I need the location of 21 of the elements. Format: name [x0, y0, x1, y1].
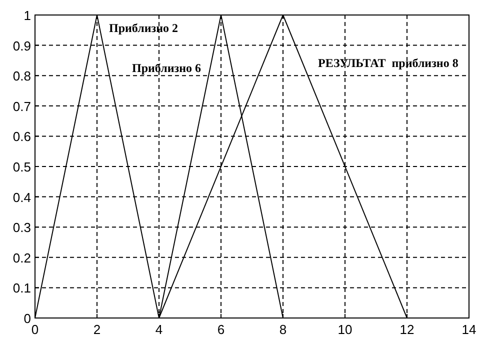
y-tick-label: 0.1 — [12, 280, 31, 296]
x-tick-label: 14 — [462, 322, 476, 337]
x-tick-label: 10 — [338, 322, 352, 337]
y-tick-label: 0.8 — [12, 68, 31, 84]
x-tick-label: 4 — [155, 322, 163, 337]
x-tick-label: 6 — [217, 322, 225, 337]
y-tick-label: 0.7 — [12, 98, 31, 114]
series-label: Приблизно 2 — [109, 21, 178, 35]
y-tick-label: 0.5 — [12, 160, 31, 174]
y-tick-label: 0.9 — [12, 38, 31, 54]
y-tick-label: 1 — [24, 8, 31, 23]
y-tick-label: 0.3 — [12, 220, 31, 236]
y-tick-label: 0.4 — [12, 190, 31, 205]
y-tick-label: 0 — [24, 311, 31, 326]
x-tick-label: 2 — [93, 322, 101, 337]
series-label: РЕЗУЛЬТАТ приблизно 8 — [318, 56, 458, 70]
series-label: Приблизно 6 — [132, 61, 201, 75]
y-tick-label: 0.6 — [12, 129, 31, 144]
y-tick-label: 0.2 — [12, 250, 31, 266]
x-tick-label: 8 — [279, 322, 287, 337]
x-tick-label: 12 — [400, 322, 414, 337]
